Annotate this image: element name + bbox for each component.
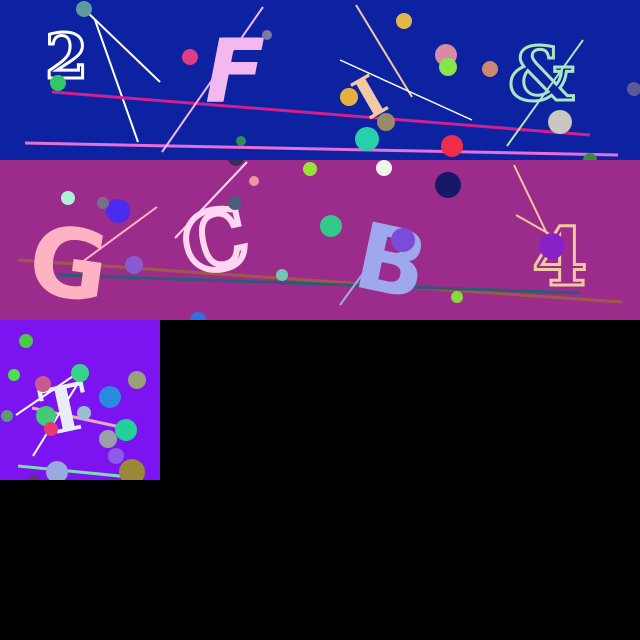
noise-dot — [1, 410, 13, 422]
noise-dot — [46, 461, 68, 480]
glyph-char: 4 — [532, 210, 588, 304]
middle-tile-background — [0, 160, 640, 320]
noise-dot — [396, 13, 412, 29]
noise-dot — [320, 215, 342, 237]
noise-line — [339, 249, 381, 306]
noise-dot — [539, 233, 565, 259]
noise-dot — [97, 197, 109, 209]
top-tile: 2 F I & — [0, 0, 640, 160]
noise-dot — [451, 291, 463, 303]
noise-dot — [119, 459, 145, 480]
noise-dot — [355, 127, 379, 151]
noise-dot — [249, 176, 259, 186]
noise-dot — [228, 160, 244, 166]
noise-dot — [482, 61, 498, 77]
noise-dot — [276, 269, 288, 281]
noise-dot — [228, 196, 242, 210]
noise-line — [32, 379, 81, 457]
noise-dot — [50, 75, 66, 91]
noise-line — [174, 161, 248, 239]
noise-line — [94, 19, 139, 143]
glyph-char: F — [205, 20, 265, 123]
noise-dot — [303, 162, 317, 176]
noise-dot — [182, 49, 198, 65]
noise-dot — [71, 364, 89, 382]
noise-line — [17, 258, 623, 304]
bottom-left-tile-canvas: T — [0, 320, 160, 480]
noise-dot — [377, 113, 395, 131]
noise-dot — [128, 371, 146, 389]
noise-dot — [627, 82, 640, 96]
noise-dot — [236, 136, 246, 146]
noise-dot — [8, 369, 20, 381]
noise-dot — [439, 58, 457, 76]
noise-dot — [391, 228, 415, 252]
middle-tile: G C B 4 — [0, 160, 640, 320]
noise-dot — [376, 160, 392, 176]
noise-dot — [583, 153, 597, 160]
noise-dot — [44, 422, 58, 436]
noise-dot — [108, 448, 124, 464]
noise-dot — [106, 199, 130, 223]
noise-dot — [190, 312, 206, 320]
noise-dot — [99, 430, 117, 448]
noise-line — [24, 141, 619, 157]
noise-line — [339, 59, 473, 121]
noise-dot — [99, 386, 121, 408]
noise-line — [51, 90, 591, 137]
noise-line — [77, 206, 158, 266]
noise-dot — [435, 172, 461, 198]
noise-dot — [35, 376, 51, 392]
noise-dot — [441, 135, 463, 157]
noise-dot — [125, 256, 143, 274]
noise-dot — [262, 30, 272, 40]
noise-line — [506, 39, 584, 147]
noise-line — [57, 273, 581, 295]
noise-line — [513, 164, 551, 241]
noise-line — [84, 9, 161, 83]
noise-dot — [340, 88, 358, 106]
noise-dot — [77, 406, 91, 420]
top-tile-background — [0, 0, 640, 160]
noise-dot — [19, 334, 33, 348]
glyph-char: G — [22, 203, 116, 320]
middle-tile-canvas: G C B 4 — [0, 160, 640, 320]
noise-dot — [548, 110, 572, 134]
noise-dot — [115, 419, 137, 441]
glyph-char: & — [508, 32, 575, 118]
noise-dot — [28, 474, 40, 480]
top-tile-canvas: 2 F I & — [0, 0, 640, 160]
noise-line — [161, 6, 264, 153]
bottom-left-tile: T — [0, 320, 160, 480]
noise-dot — [76, 1, 92, 17]
noise-dot — [36, 406, 56, 426]
noise-line — [355, 4, 413, 98]
noise-dot — [61, 191, 75, 205]
